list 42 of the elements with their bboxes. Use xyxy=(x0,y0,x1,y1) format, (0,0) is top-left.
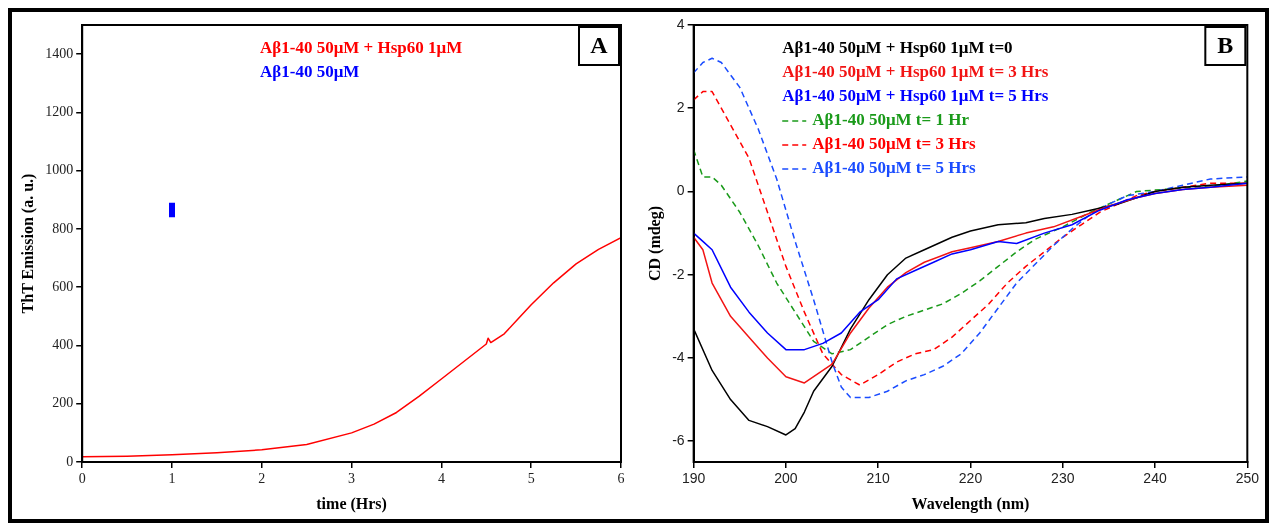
x-axis-title: time (Hrs) xyxy=(316,494,388,513)
x-tick-label: 1 xyxy=(168,471,176,487)
y-tick-label: 2 xyxy=(676,99,685,116)
y-tick-label: 400 xyxy=(52,337,74,353)
y-tick-label: 4 xyxy=(676,15,685,32)
text: Aβ1-40 50μM + Hsp60 1μM t=0 xyxy=(781,38,1013,58)
y-tick-label: 1400 xyxy=(45,45,74,61)
y-tick-label: 1200 xyxy=(45,104,74,120)
y-tick-label: 800 xyxy=(52,220,74,236)
text: Aβ1-40 50μM + Hsp60 1μM xyxy=(260,38,463,58)
y-tick-label: -2 xyxy=(671,265,685,282)
x-tick-label: 4 xyxy=(438,471,446,487)
x-tick-label: 5 xyxy=(527,471,535,487)
y-axis-title: CD (mdeg) xyxy=(645,205,664,282)
legend-label: Aβ1-40 50μM t= 3 Hrs xyxy=(811,134,976,154)
y-tick-label: -6 xyxy=(671,432,685,449)
x-tick-label: 250 xyxy=(1235,470,1259,487)
text: Aβ1-40 50μM + Hsp60 1μM t= 3 Hrs xyxy=(781,62,1049,82)
y-tick-label: -4 xyxy=(671,348,685,365)
x-tick-label: 190 xyxy=(681,470,706,487)
y-tick-label: 600 xyxy=(52,278,74,294)
x-tick-label: 6 xyxy=(617,471,625,487)
text: Aβ1-40 50μM xyxy=(260,62,360,82)
y-tick-label: 200 xyxy=(52,395,74,411)
x-tick-label: 0 xyxy=(78,471,86,487)
y-tick-label: 0 xyxy=(66,453,74,469)
x-tick-label: 3 xyxy=(348,471,356,487)
x-tick-label: 2 xyxy=(258,471,266,487)
y-tick-label: 0 xyxy=(676,182,685,199)
y-axis-title: ThT Emission (a. u.) xyxy=(18,173,37,314)
annotation: B xyxy=(1217,32,1234,59)
x-tick-label: 240 xyxy=(1143,470,1167,487)
x-tick-label: 210 xyxy=(866,470,890,487)
x-axis-title: Wavelength (nm) xyxy=(911,494,1030,513)
x-tick-label: 230 xyxy=(1050,470,1075,487)
annotation: A xyxy=(590,32,609,59)
x-tick-label: 220 xyxy=(958,470,983,487)
x-tick-label: 200 xyxy=(774,470,798,487)
legend-label: Aβ1-40 50μM t= 1 Hr xyxy=(811,110,970,130)
legend-label: Aβ1-40 50μM t= 5 Hrs xyxy=(811,158,976,178)
y-tick-label: 1000 xyxy=(45,162,74,178)
text: Aβ1-40 50μM + Hsp60 1μM t= 5 Hrs xyxy=(781,86,1049,106)
